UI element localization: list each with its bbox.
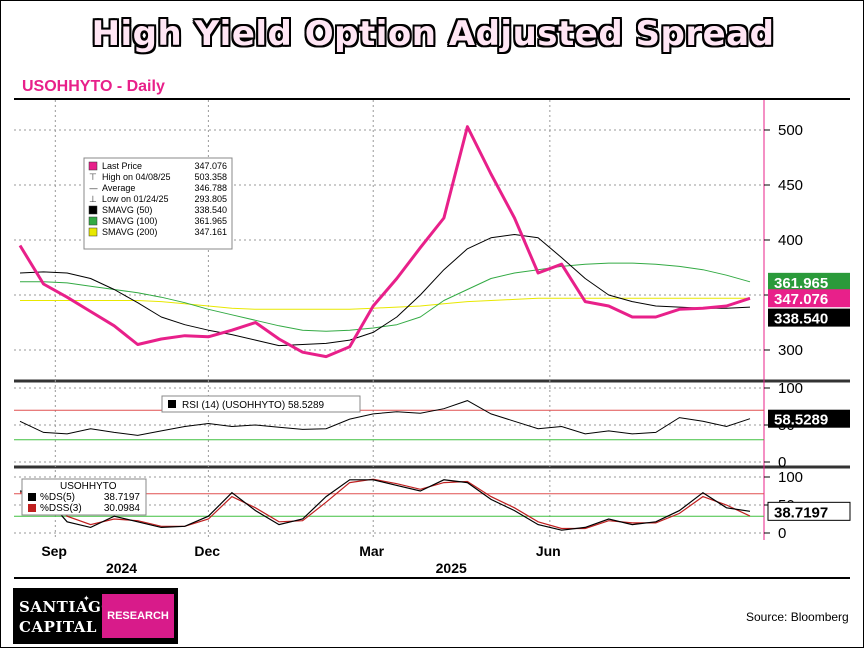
- average-marker-icon: —: [89, 184, 98, 194]
- legend-label: Last Price: [102, 161, 142, 171]
- y-tick-label: 100: [778, 469, 803, 486]
- stoch-legend-label: %DS(5): [40, 492, 75, 503]
- y-tick-label: 100: [778, 380, 803, 397]
- logo-line2: CAPITAL: [19, 618, 97, 636]
- low-marker-icon: ⊥: [89, 195, 97, 205]
- series-line-rsi: [19, 400, 751, 436]
- rsi-legend-label: RSI (14) (USOHHYTO) 58.5289: [182, 400, 325, 411]
- page-title: High Yield Option Adjusted Spread: [91, 14, 775, 54]
- logo-star-icon: ✦: [83, 594, 90, 603]
- value-label: 347.076: [774, 291, 828, 308]
- legend-label: High on 04/08/25: [102, 172, 171, 182]
- y-tick-label: 500: [778, 122, 803, 139]
- stoch-swatch-icon: [28, 504, 36, 512]
- value-label-box: [768, 308, 850, 327]
- series-line-smavg-200-: [20, 297, 750, 310]
- source-note: Source: Bloomberg: [746, 610, 849, 624]
- y-tick-label: 300: [778, 342, 803, 359]
- sma200-icon: [88, 227, 98, 237]
- high-marker-icon: ⊤: [89, 173, 97, 183]
- y-tick-label: 0: [778, 454, 786, 471]
- series-line-smavg-100-: [20, 262, 751, 332]
- value-label-box: [768, 272, 850, 291]
- value-label: 338.540: [774, 311, 828, 328]
- logo: SANTIAGO ✦ CAPITAL RESEARCH: [13, 588, 178, 644]
- x-tick-label: Mar: [359, 543, 384, 559]
- x-tick-label: Dec: [194, 543, 220, 559]
- logo-badge: RESEARCH: [102, 594, 174, 638]
- legend-label: SMAVG (200): [102, 227, 157, 237]
- sma100-icon: [88, 216, 98, 226]
- y-tick-label: 0: [778, 525, 786, 542]
- chart-area: SepDecMarJun2024202530035040045050005010…: [14, 98, 851, 579]
- x-tick-label: Jun: [536, 543, 561, 559]
- year-label: 2024: [106, 560, 137, 576]
- y-tick-label: 450: [778, 177, 803, 194]
- rsi-swatch-icon: [168, 400, 176, 408]
- value-label: 361.965: [774, 275, 828, 292]
- legend-value: 346.788: [194, 183, 227, 193]
- legend-label: SMAVG (50): [102, 205, 152, 215]
- legend-value: 347.161: [194, 227, 227, 237]
- series-line-stoch-0: [19, 479, 751, 531]
- legend-value: 361.965: [194, 216, 227, 226]
- legend-label: Low on 01/24/25: [102, 194, 169, 204]
- legend-box: [83, 157, 233, 250]
- y-tick-label: 400: [778, 232, 803, 249]
- stoch-legend-value: 38.7197: [104, 492, 141, 503]
- value-label: 58.5289: [774, 412, 828, 429]
- logo-line1: SANTIAGO: [19, 598, 115, 616]
- year-label: 2025: [436, 560, 467, 576]
- value-label-box: [768, 289, 850, 308]
- chart-subtitle: USOHHYTO - Daily: [22, 78, 165, 95]
- price-icon: [88, 161, 98, 171]
- stoch-legend-label: %DSS(3): [40, 503, 82, 514]
- value-label: 38.7197: [774, 504, 828, 521]
- value-label-box: [768, 409, 850, 428]
- sma50-icon: [88, 205, 98, 215]
- legend-value: 293.805: [194, 194, 227, 204]
- legend-label: Average: [102, 183, 135, 193]
- series-line-last-price: [18, 125, 751, 359]
- series-line-smavg-50-: [19, 234, 751, 347]
- stoch-swatch-icon: [28, 493, 36, 501]
- rsi-legend-box: [161, 395, 361, 413]
- series-line-stoch-1: [19, 478, 751, 530]
- x-tick-label: Sep: [41, 543, 67, 559]
- legend-value: 347.076: [194, 161, 227, 171]
- stoch-legend-value: 30.0984: [104, 503, 141, 514]
- legend-label: SMAVG (100): [102, 216, 157, 226]
- legend-value: 503.358: [194, 172, 227, 182]
- stoch-legend-box: [21, 478, 147, 516]
- legend-value: 338.540: [194, 205, 227, 215]
- stoch-legend-title: USOHHYTO: [60, 481, 117, 492]
- value-label-box: [767, 501, 851, 521]
